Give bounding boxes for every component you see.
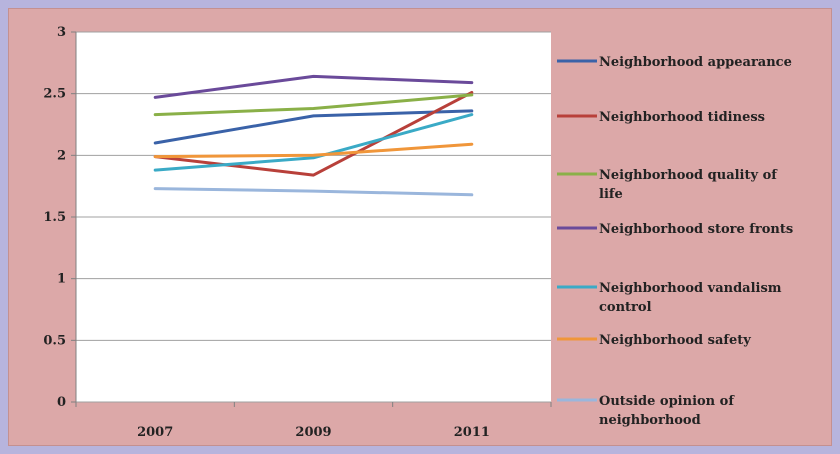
y-tick-label: 0.5 — [43, 333, 66, 348]
legend-label: Outside opinion of — [599, 394, 735, 409]
y-tick-label: 1 — [57, 272, 66, 287]
series-line-4 — [153, 113, 474, 172]
x-axis-ticks: 2007 2009 2011 — [75, 402, 552, 440]
x-tick-label: 2007 — [137, 425, 173, 440]
y-tick-label: 2.5 — [43, 87, 66, 102]
series-line-3 — [153, 74, 474, 99]
legend-label: Neighborhood safety — [599, 333, 751, 348]
x-tick-label: 2011 — [454, 425, 490, 440]
chart-frame: 0 0.5 1 1.5 2 2.5 3 2007 2009 2011 Neighborhood … — [8, 8, 832, 446]
series-line-6 — [153, 187, 474, 197]
legend-label: neighborhood — [599, 413, 701, 428]
y-axis-ticks: 0 0.5 1 1.5 2 2.5 3 — [43, 25, 66, 410]
series-lines — [153, 74, 474, 197]
legend: Neighborhood appearance Neighborhood tidi… — [557, 55, 793, 428]
y-tick-label: 0 — [57, 395, 66, 410]
line-chart: 0 0.5 1 1.5 2 2.5 3 2007 2009 2011 Neighborhood … — [43, 25, 793, 440]
legend-label: Neighborhood tidiness — [599, 110, 765, 125]
legend-label: Neighborhood appearance — [599, 55, 792, 70]
y-tick-label: 3 — [57, 25, 66, 40]
legend-label: Neighborhood quality of — [599, 168, 778, 183]
legend-label: life — [599, 187, 623, 202]
series-line-2 — [153, 93, 474, 117]
legend-label: Neighborhood vandalism — [599, 281, 782, 296]
series-line-1 — [153, 90, 474, 177]
series-line-0 — [153, 109, 474, 145]
legend-label: control — [599, 300, 652, 315]
y-tick-label: 2 — [57, 148, 66, 163]
y-tick-label: 1.5 — [43, 210, 66, 225]
legend-label: Neighborhood store fronts — [599, 222, 793, 237]
x-tick-label: 2009 — [295, 425, 331, 440]
series-line-5 — [153, 142, 474, 159]
